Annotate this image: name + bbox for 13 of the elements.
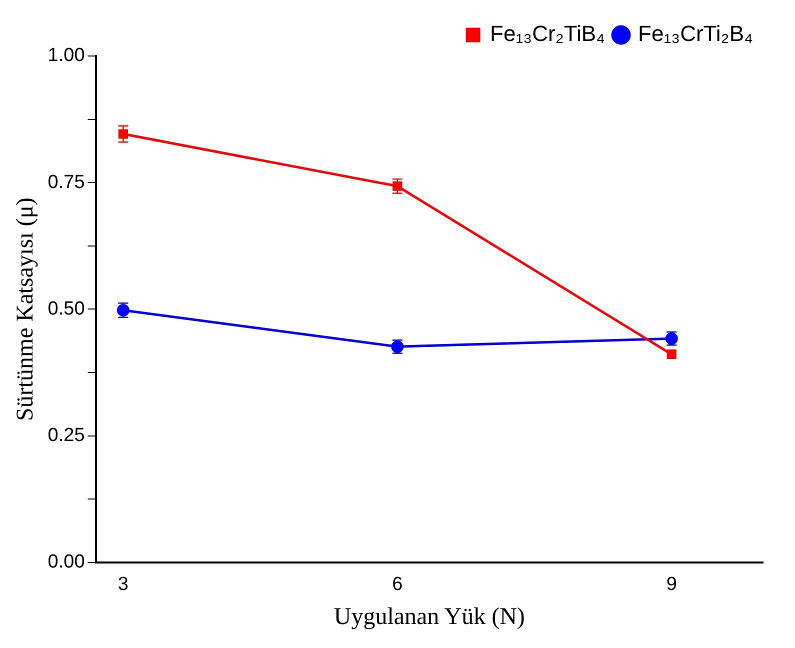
point (666, 349, 676, 360)
x-tick-label: 3 (118, 574, 128, 596)
y-tick-label: 0.75 (48, 172, 85, 193)
y-tick-label: 0.50 (48, 298, 85, 320)
legend-label: Fe₁₃CrTi₂B₄ (638, 21, 754, 46)
x-tick-label: 6 (392, 574, 403, 596)
legend-label: Fe₁₃Cr₂TiB₄ (490, 21, 606, 46)
y-tick-label: 1.00 (48, 45, 85, 66)
x-tick-label: 9 (666, 574, 677, 596)
y-axis-title: Sürtünme Katsayısı (μ) (12, 197, 39, 421)
y-tick-label: 0.25 (48, 425, 85, 446)
x-axis-title: Uygulanan Yük (N) (334, 604, 525, 630)
y-tick-label: 0.00 (48, 552, 85, 573)
